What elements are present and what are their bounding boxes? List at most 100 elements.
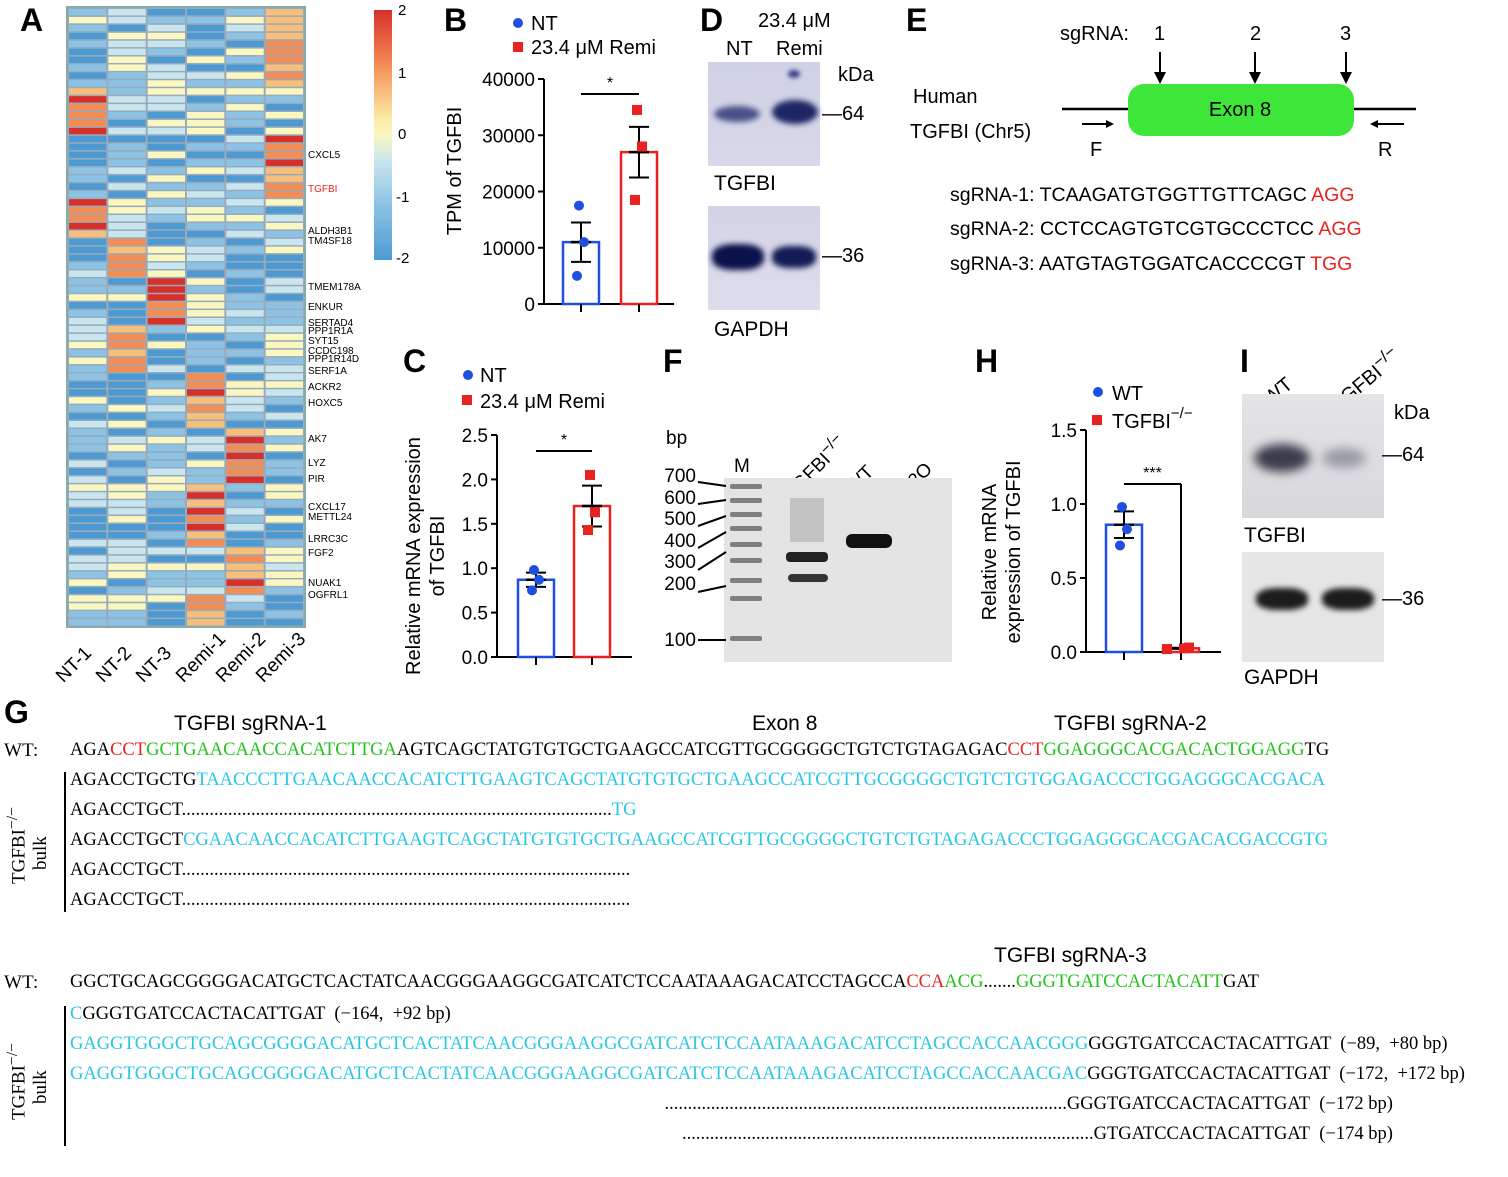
heatmap-cell [187,32,225,40]
heatmap-cell [226,611,264,618]
heatmap-cell [147,88,185,95]
y-tick-label: 30000 [482,126,535,147]
data-point [590,507,600,518]
heatmap-column-label: NT-2 [92,642,136,687]
ko-band-lower [788,574,828,582]
colorbar-tick: 0 [398,126,407,143]
significance-label: * [607,75,613,92]
heatmap-cell [265,143,303,151]
heatmap-cell [265,325,303,333]
heatmap-cell [108,262,146,269]
gene-label: PPP1R14D [308,354,360,365]
colorbar-tick: 1 [398,65,407,82]
heatmap-cell [69,444,107,452]
heatmap-cell [108,563,146,571]
heatmap-cell [147,191,185,198]
legend-label-wt: WT [1112,383,1143,405]
heatmap-cell [226,286,264,293]
seq-aligned: ........................................… [70,1124,1310,1145]
mutant-sequence-row: ........................................… [70,1124,1393,1145]
heatmap-cell [147,516,185,523]
heatmap-cell [147,222,185,230]
heatmap-cell [147,547,185,555]
heatmap-cell [108,254,146,262]
heatmap-cell [108,595,146,602]
heatmap-cell [147,270,185,277]
heatmap-cell [108,373,146,380]
heatmap-cell [108,492,146,499]
sgrna-1-pam: AGG [1311,184,1355,206]
heatmap-cell [226,325,264,333]
heatmap-cell [226,349,264,357]
heatmap-cell [108,112,146,119]
heatmap-cell [265,381,303,388]
heatmap-cell [187,294,225,301]
heatmap-cell [147,175,185,182]
heatmap-cell [226,278,264,285]
heatmap-cell [147,135,185,143]
heatmap-cell [265,48,303,56]
heatmap-cell [108,238,146,246]
heatmap-cell [226,500,264,507]
gene-label: LYZ [308,458,326,469]
heatmap-cell [187,167,225,174]
heatmap-cell [226,64,264,71]
chart-b: NT 23.4 μM Remi TPM of TGFBI 0 10000 20000… [444,13,674,316]
blot-i-marker-64: —64 [1382,444,1425,466]
y-tick-label: 2.5 [462,426,488,447]
gene-label: TM4SF18 [308,236,352,247]
heatmap-cell [108,215,146,222]
heatmap-cell [69,302,107,309]
heatmap-cell [69,460,107,468]
blot-i-36-text: 36 [1402,588,1425,610]
heatmap-cell [187,547,225,555]
heatmap-cell [226,397,264,404]
heatmap-cell [226,262,264,269]
heatmap-cell [69,349,107,357]
ladder-500: 500 [664,509,696,530]
heatmap-cell [108,135,146,143]
heatmap-cell [187,222,225,230]
heatmap-cell [108,587,146,594]
heatmap-cell [69,175,107,182]
heatmap-cell [108,389,146,396]
site-2-arrowhead [1249,72,1261,84]
heatmap-cell [187,183,225,190]
gene-label: CXCL17 [308,502,346,513]
wt-band [846,534,892,548]
gene-label: NUAK1 [308,578,342,589]
heatmap-cell [226,436,264,444]
heatmap-cell [265,96,303,103]
heatmap-cell [187,563,225,571]
heatmap-cell [108,397,146,404]
heatmap-cell [108,56,146,63]
heatmap-cell [108,413,146,420]
heatmap-cell [226,40,264,48]
gene-label: HOXC5 [308,398,343,409]
heatmap-cell [108,405,146,412]
heatmap-cell [147,230,185,238]
heatmap-cell [226,151,264,159]
heatmap-cell [108,571,146,578]
heatmap-cell [226,516,264,523]
heatmap-cell [108,302,146,309]
heatmap-cell [69,127,107,135]
heatmap-cell [147,484,185,491]
heatmap-cell [69,215,107,222]
heatmap-cell [147,539,185,547]
heatmap-cell [226,619,264,626]
heatmap-cell [265,56,303,63]
heatmap-cell [69,492,107,499]
heatmap-cell [187,48,225,56]
heatmap-cell [69,56,107,63]
heatmap-cell [187,516,225,523]
heatmap-cell [108,539,146,547]
heatmap-cell [108,428,146,436]
heatmap-cell [69,547,107,555]
heatmap-cell [108,286,146,293]
y-axis-label: TPM of TGFBI [444,107,466,236]
heatmap-cell [147,119,185,127]
heatmap-cell [265,167,303,174]
heatmap-cell [187,460,225,468]
gene-label: SERF1A [308,366,347,377]
